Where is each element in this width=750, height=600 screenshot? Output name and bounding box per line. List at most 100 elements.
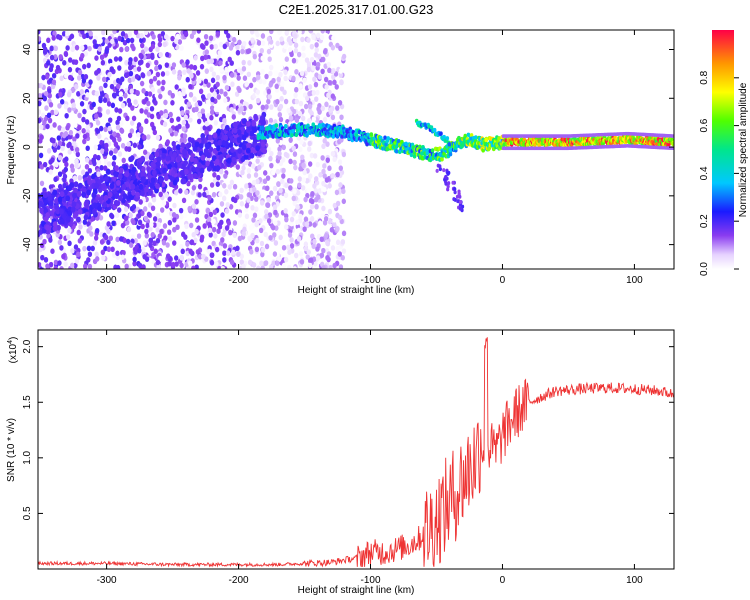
spectrogram-cell bbox=[115, 132, 121, 139]
spectrogram-cell bbox=[155, 134, 161, 141]
spectrogram-cell bbox=[222, 43, 228, 50]
spectrogram-cell bbox=[78, 182, 83, 189]
spectrogram-cell bbox=[251, 179, 257, 186]
spectrogram-cell bbox=[53, 197, 59, 204]
spectrogram-cell bbox=[59, 208, 64, 215]
spectrogram-cell bbox=[255, 89, 261, 95]
spectrogram-cell bbox=[258, 78, 263, 85]
spectrogram-cell bbox=[304, 221, 310, 227]
spectrogram-cell bbox=[430, 148, 435, 153]
spectrogram-cell bbox=[307, 108, 313, 114]
spectrogram-cell bbox=[149, 182, 155, 189]
spectrogram-cell bbox=[277, 30, 282, 36]
spectrogram-cell bbox=[141, 176, 146, 183]
spectrogram-cell bbox=[186, 180, 191, 187]
spectrogram-cell bbox=[137, 219, 143, 226]
spectrogram-cell bbox=[322, 186, 327, 193]
spectrogram-cell bbox=[179, 243, 184, 250]
spectrogram-cell bbox=[71, 102, 76, 109]
spectrogram-cell bbox=[189, 156, 195, 163]
spectrogram-cell bbox=[376, 138, 381, 144]
spectrogram-cell bbox=[225, 202, 230, 208]
spectrogram-cell bbox=[291, 108, 297, 115]
spectrogram-cell bbox=[156, 113, 161, 120]
spectrogram-cell bbox=[341, 248, 347, 254]
spectrogram-cell bbox=[260, 265, 265, 269]
spectrogram-cell bbox=[63, 103, 69, 110]
spectrogram-cell bbox=[85, 145, 90, 152]
spectrogram-cell bbox=[38, 152, 44, 159]
spectrogram-cell bbox=[263, 209, 269, 215]
spectrogram-cell bbox=[206, 58, 211, 65]
spectrogram-cell bbox=[334, 84, 339, 90]
spectrogram-cell bbox=[157, 64, 163, 70]
spectrogram-cell bbox=[273, 209, 278, 216]
spectrogram-cell bbox=[337, 251, 342, 257]
spectrogram-cell bbox=[320, 105, 326, 112]
spectrogram-cell bbox=[65, 30, 70, 37]
spectrogram-cell bbox=[228, 45, 234, 51]
spectrogram-cell bbox=[120, 254, 125, 260]
spectrogram-cell bbox=[312, 76, 317, 83]
spectrogram-cell bbox=[70, 167, 75, 173]
spectrogram-cell bbox=[331, 67, 336, 74]
spectrogram-cell bbox=[278, 64, 284, 71]
spectrogram-cell bbox=[235, 245, 240, 252]
spectrogram-cell bbox=[124, 171, 130, 178]
spectrogram-cell bbox=[185, 241, 190, 247]
spectrogram-cell bbox=[174, 84, 179, 90]
spectrogram-cell bbox=[131, 166, 137, 173]
spectrogram-cell bbox=[341, 198, 347, 205]
spectrogram-cell bbox=[140, 190, 145, 197]
spectrogram-cell bbox=[177, 69, 182, 76]
spectrogram-cell bbox=[138, 139, 144, 146]
spectrogram-cell bbox=[198, 88, 204, 95]
spectrogram-cell bbox=[67, 66, 73, 73]
spectrogram-cell bbox=[115, 119, 120, 126]
spectrogram-cell bbox=[148, 237, 154, 244]
spectrogram-cell bbox=[91, 101, 96, 108]
spectrogram-cell bbox=[254, 206, 259, 212]
spectrogram-cell bbox=[249, 152, 255, 159]
spectrogram-cell bbox=[75, 133, 80, 139]
spectrogram-cell bbox=[337, 100, 343, 106]
spectrogram-cell bbox=[236, 75, 241, 81]
spectrogram-cell bbox=[48, 261, 54, 268]
spectrogram-cell bbox=[60, 126, 66, 133]
spectrogram-cell bbox=[172, 217, 177, 223]
spectrogram-cell bbox=[244, 81, 249, 88]
spectrogram-cell bbox=[46, 60, 51, 66]
spectrogram-cell bbox=[147, 91, 153, 97]
spectrogram-cell bbox=[274, 225, 279, 231]
spectrogram-cell bbox=[305, 254, 310, 260]
spectrogram-cell bbox=[246, 167, 252, 174]
spectrogram-cell bbox=[117, 65, 122, 71]
spectrogram-cell bbox=[253, 113, 258, 120]
spectrogram-cell bbox=[341, 230, 347, 237]
spectrogram-cell bbox=[214, 260, 219, 267]
spectrogram-cell bbox=[136, 131, 141, 138]
spectrogram-cell bbox=[178, 95, 184, 101]
spectrogram-cell bbox=[266, 146, 272, 153]
spectrogram-cell bbox=[135, 191, 140, 198]
spectrogram-cell bbox=[118, 167, 124, 174]
spectrogram-cell bbox=[126, 97, 132, 104]
spectrogram-cell bbox=[211, 71, 217, 77]
spectrogram-cell bbox=[275, 260, 280, 267]
spectrogram-cell bbox=[115, 264, 121, 269]
spectrogram-cell bbox=[115, 236, 120, 243]
spectrogram-cell bbox=[334, 189, 340, 196]
spectrogram-cell bbox=[319, 34, 325, 41]
spectrogram-cell bbox=[248, 224, 254, 231]
spectrogram-cell bbox=[150, 161, 156, 168]
spectrogram-cell bbox=[143, 46, 149, 52]
spectrogram-cell bbox=[178, 188, 183, 194]
spectrogram-cell bbox=[76, 251, 81, 258]
spectrogram-cell bbox=[114, 193, 120, 200]
spectrogram-cell bbox=[252, 136, 258, 143]
spectrogram-cell bbox=[146, 211, 152, 218]
spectrogram-cell bbox=[131, 115, 137, 122]
spectrogram-cell bbox=[160, 85, 165, 92]
spectrogram-cell bbox=[123, 206, 129, 212]
spectrogram-cell bbox=[236, 251, 241, 258]
